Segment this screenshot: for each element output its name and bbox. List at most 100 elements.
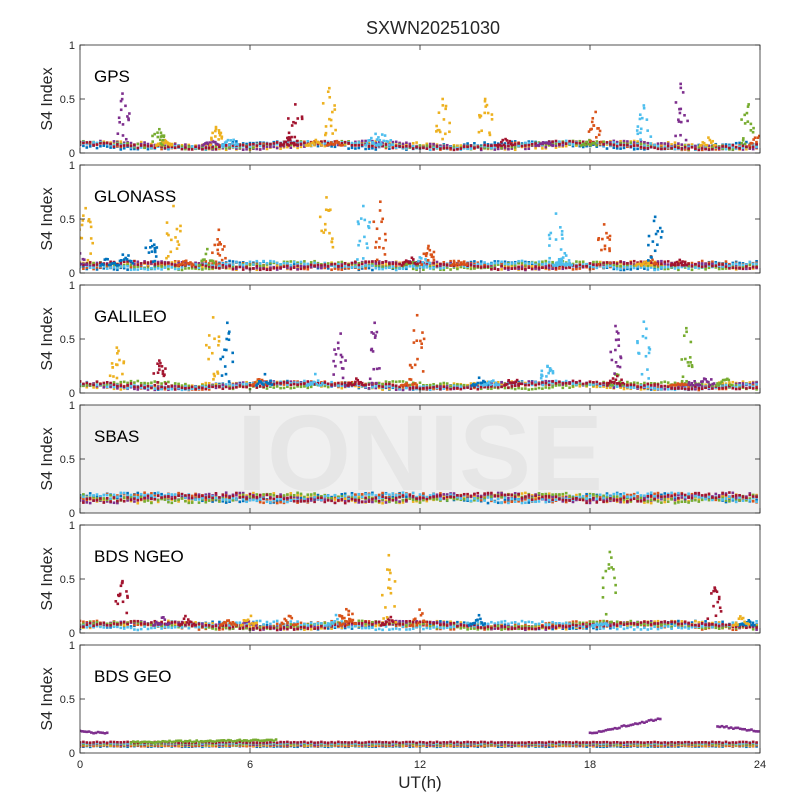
data-point xyxy=(303,264,306,268)
data-point xyxy=(224,385,228,389)
data-point xyxy=(303,382,306,385)
data-point xyxy=(462,265,466,268)
data-point xyxy=(510,386,514,390)
data-point xyxy=(388,387,391,391)
data-point xyxy=(81,257,85,261)
data-point xyxy=(183,263,187,266)
data-point xyxy=(561,141,565,144)
data-point xyxy=(510,145,514,149)
data-point xyxy=(165,232,169,235)
data-point xyxy=(674,101,678,104)
data-point xyxy=(643,267,646,270)
data-point xyxy=(136,146,140,150)
data-point xyxy=(163,386,167,390)
data-point xyxy=(605,265,609,268)
data-point xyxy=(112,266,116,269)
data-point xyxy=(427,260,430,263)
data-point xyxy=(641,262,645,266)
data-point xyxy=(738,145,741,148)
data-point xyxy=(122,385,126,388)
data-point xyxy=(105,385,109,389)
data-point xyxy=(524,264,527,267)
data-point xyxy=(295,139,299,143)
data-point xyxy=(282,383,286,386)
data-point xyxy=(711,148,714,151)
data-point xyxy=(656,142,660,145)
data-point xyxy=(469,144,473,147)
data-point xyxy=(731,266,735,270)
data-point xyxy=(126,383,129,387)
data-point xyxy=(337,384,340,387)
data-point xyxy=(724,387,728,391)
data-point xyxy=(690,145,694,149)
data-point xyxy=(133,262,136,266)
data-point xyxy=(84,263,88,266)
data-point xyxy=(476,262,480,266)
data-point xyxy=(602,140,605,144)
data-point xyxy=(746,120,750,123)
data-point xyxy=(359,217,363,220)
data-point xyxy=(106,257,109,261)
data-point xyxy=(408,383,412,387)
data-point xyxy=(456,383,459,386)
data-point xyxy=(741,385,745,388)
data-point xyxy=(224,256,227,260)
data-point xyxy=(619,142,622,145)
data-point xyxy=(120,259,123,262)
data-point xyxy=(219,131,223,135)
data-point xyxy=(717,386,721,390)
data-point xyxy=(551,380,554,383)
data-point xyxy=(204,263,208,266)
data-point xyxy=(698,383,702,387)
data-point xyxy=(255,386,259,389)
data-point xyxy=(165,221,169,224)
data-point xyxy=(320,144,323,147)
data-point xyxy=(175,247,179,250)
data-point xyxy=(207,385,211,388)
data-point xyxy=(412,382,416,386)
data-point xyxy=(166,142,170,145)
data-point xyxy=(260,378,264,382)
data-point xyxy=(452,148,456,152)
data-point xyxy=(177,267,180,271)
data-point xyxy=(442,383,446,387)
data-point xyxy=(328,117,331,121)
data-point xyxy=(377,140,381,144)
data-point xyxy=(95,386,99,390)
data-point xyxy=(340,384,344,388)
data-point xyxy=(389,139,393,142)
data-point xyxy=(595,145,599,148)
data-point xyxy=(415,268,418,271)
data-point xyxy=(394,140,398,144)
data-point xyxy=(578,141,582,145)
data-point xyxy=(448,121,451,125)
data-point xyxy=(690,387,694,391)
data-point xyxy=(371,146,374,150)
data-point xyxy=(540,142,543,145)
data-point xyxy=(707,387,711,391)
data-point xyxy=(597,263,600,266)
data-point xyxy=(321,102,325,105)
data-point xyxy=(493,261,497,265)
data-point xyxy=(163,146,167,150)
data-point xyxy=(632,386,636,389)
data-point xyxy=(258,264,262,268)
data-point xyxy=(567,259,571,262)
data-point xyxy=(561,265,565,269)
data-point xyxy=(357,261,361,265)
data-point xyxy=(333,108,337,111)
data-point xyxy=(682,263,686,267)
data-point xyxy=(599,140,603,144)
data-point xyxy=(190,387,194,390)
data-point xyxy=(248,141,252,145)
data-point xyxy=(391,144,395,148)
data-point xyxy=(215,142,219,146)
data-point xyxy=(289,383,293,387)
data-point xyxy=(231,264,235,268)
data-point xyxy=(197,266,201,269)
data-point xyxy=(377,384,381,388)
data-point xyxy=(432,382,435,386)
data-point xyxy=(717,263,721,266)
data-point xyxy=(534,387,537,391)
data-point xyxy=(442,385,446,388)
